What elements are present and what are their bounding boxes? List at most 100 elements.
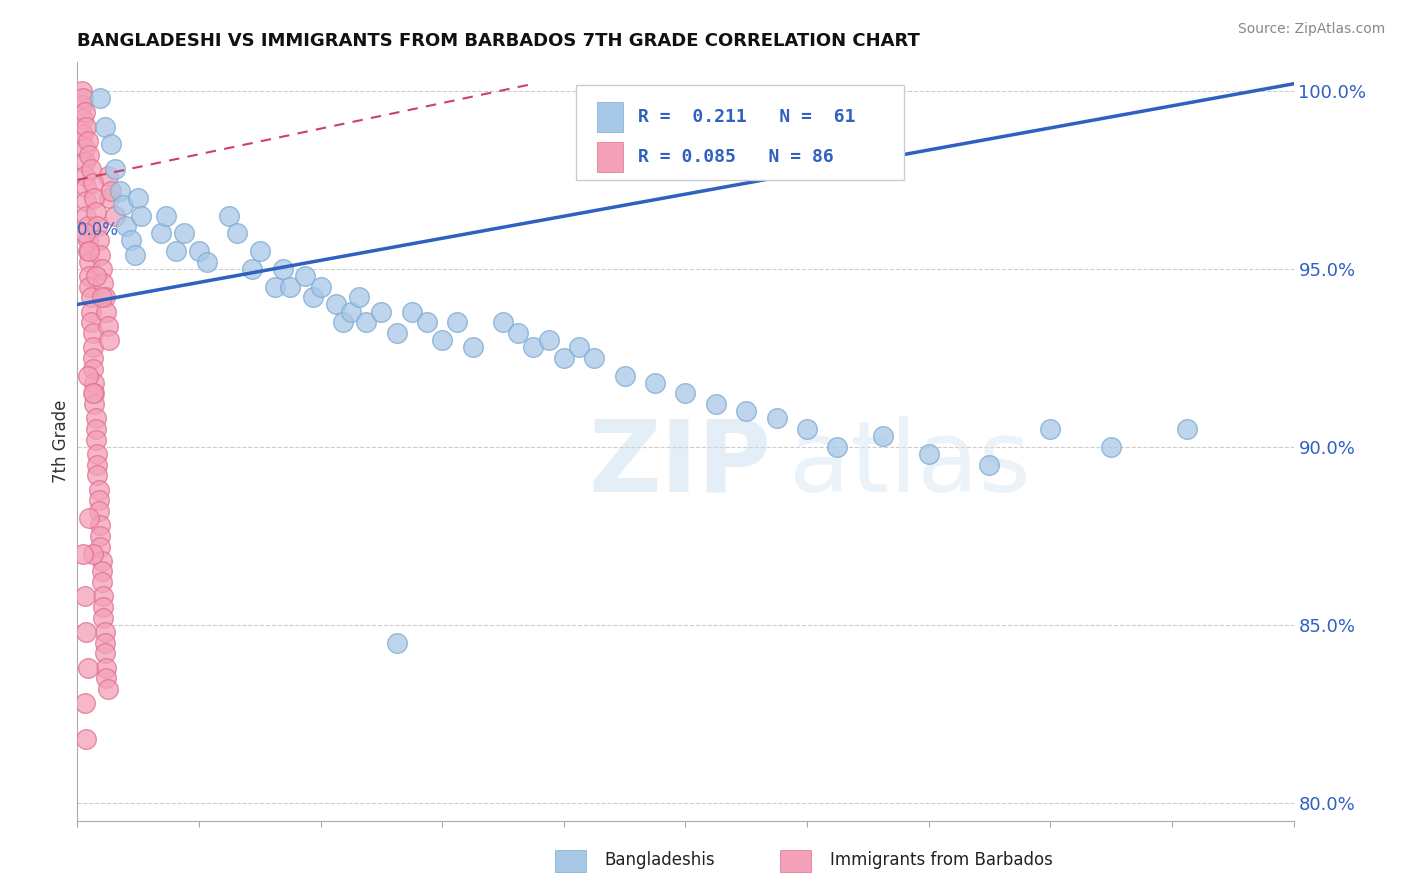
Point bbox=[522, 340, 544, 354]
Point bbox=[79, 244, 101, 259]
Point bbox=[613, 368, 636, 383]
Point bbox=[82, 326, 104, 340]
Point bbox=[1039, 422, 1062, 436]
Point bbox=[82, 177, 104, 191]
Point bbox=[73, 169, 96, 184]
Point bbox=[416, 315, 439, 329]
Point bbox=[96, 304, 118, 318]
Text: Source: ZipAtlas.com: Source: ZipAtlas.com bbox=[1237, 22, 1385, 37]
Point bbox=[188, 244, 211, 259]
Point bbox=[264, 279, 287, 293]
Point bbox=[75, 120, 97, 134]
Point bbox=[294, 268, 316, 283]
Point bbox=[979, 458, 1001, 472]
FancyBboxPatch shape bbox=[596, 142, 623, 172]
Point bbox=[249, 244, 271, 259]
Y-axis label: 7th Grade: 7th Grade bbox=[52, 400, 70, 483]
Point bbox=[86, 219, 108, 234]
Point bbox=[84, 205, 107, 219]
Point bbox=[84, 422, 107, 436]
Text: BANGLADESHI VS IMMIGRANTS FROM BARBADOS 7TH GRADE CORRELATION CHART: BANGLADESHI VS IMMIGRANTS FROM BARBADOS … bbox=[77, 32, 920, 50]
Point bbox=[90, 290, 112, 304]
Point bbox=[79, 511, 101, 525]
Point bbox=[675, 386, 697, 401]
FancyBboxPatch shape bbox=[576, 85, 904, 180]
Point bbox=[87, 504, 110, 518]
Point bbox=[430, 333, 453, 347]
Point bbox=[108, 184, 131, 198]
Point bbox=[82, 340, 104, 354]
Point bbox=[96, 660, 118, 674]
Point bbox=[173, 227, 195, 241]
Text: ZIP: ZIP bbox=[588, 416, 770, 513]
Point bbox=[583, 351, 606, 365]
Point bbox=[278, 279, 301, 293]
Point bbox=[537, 333, 560, 347]
Point bbox=[79, 279, 101, 293]
Point bbox=[385, 326, 408, 340]
Point bbox=[89, 247, 111, 261]
Point bbox=[1099, 440, 1122, 454]
Point bbox=[86, 468, 108, 483]
Point bbox=[73, 141, 96, 155]
Point bbox=[84, 268, 107, 283]
Point bbox=[97, 318, 120, 333]
Point bbox=[86, 458, 108, 472]
Point bbox=[80, 290, 103, 304]
Point bbox=[796, 422, 818, 436]
Point bbox=[84, 411, 107, 425]
Point bbox=[82, 351, 104, 365]
Point bbox=[644, 376, 666, 390]
Point bbox=[129, 209, 152, 223]
Point bbox=[83, 376, 105, 390]
Point bbox=[77, 244, 100, 259]
Point bbox=[77, 368, 100, 383]
Point bbox=[354, 315, 377, 329]
Point bbox=[79, 268, 101, 283]
Point bbox=[91, 590, 114, 604]
Point bbox=[91, 276, 114, 290]
Point bbox=[89, 91, 111, 105]
Point bbox=[72, 127, 94, 141]
Point bbox=[271, 261, 294, 276]
Point bbox=[80, 315, 103, 329]
Point bbox=[218, 209, 240, 223]
Point bbox=[127, 191, 149, 205]
Point bbox=[735, 404, 758, 418]
Point bbox=[100, 184, 122, 198]
Point bbox=[97, 681, 120, 696]
Point bbox=[347, 290, 370, 304]
Text: Immigrants from Barbados: Immigrants from Barbados bbox=[830, 851, 1053, 869]
Point bbox=[93, 120, 115, 134]
Point bbox=[240, 261, 263, 276]
Point bbox=[73, 227, 96, 241]
Point bbox=[155, 209, 177, 223]
Point bbox=[765, 411, 787, 425]
Point bbox=[77, 234, 100, 248]
Point bbox=[104, 209, 127, 223]
Point bbox=[340, 304, 363, 318]
Point bbox=[226, 227, 249, 241]
Point bbox=[568, 340, 591, 354]
Point bbox=[309, 279, 332, 293]
Point bbox=[89, 518, 111, 533]
Point bbox=[70, 84, 93, 98]
Point bbox=[83, 191, 105, 205]
Point bbox=[165, 244, 187, 259]
Point bbox=[93, 646, 115, 660]
Point bbox=[195, 254, 218, 268]
Point bbox=[90, 261, 112, 276]
Point bbox=[93, 624, 115, 639]
Point bbox=[111, 198, 134, 212]
Point bbox=[82, 547, 104, 561]
Point bbox=[302, 290, 325, 304]
Point bbox=[90, 554, 112, 568]
Point bbox=[553, 351, 575, 365]
Text: R =  0.211   N =  61: R = 0.211 N = 61 bbox=[638, 108, 855, 126]
Point bbox=[72, 547, 94, 561]
Point bbox=[91, 611, 114, 625]
Point bbox=[93, 635, 115, 649]
Point bbox=[70, 98, 93, 112]
Point bbox=[72, 91, 94, 105]
Point bbox=[97, 169, 120, 184]
